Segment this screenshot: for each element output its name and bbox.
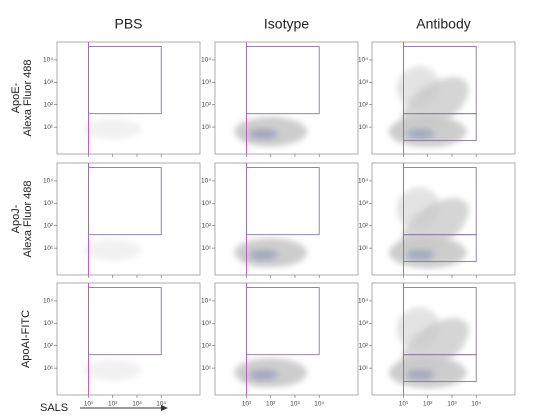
y-tick-label: 10³ <box>202 79 212 86</box>
column-title: Isotype <box>264 16 309 32</box>
column-title: PBS <box>114 16 142 32</box>
gate-low <box>403 354 477 383</box>
y-tick-label: 10³ <box>359 320 369 327</box>
x-tick-label: 10⁴ <box>471 401 481 408</box>
panel: 10¹ 10² 10³ 10⁴ 10¹ 10² 10³ 10⁴ <box>43 282 201 408</box>
panel: 10¹ 10² 10³ 10⁴ <box>43 162 201 278</box>
event-cloud <box>396 66 440 108</box>
y-tick-label: 10¹ <box>202 365 212 372</box>
dense-core <box>249 128 278 139</box>
x-tick-label: 10¹ <box>399 401 409 408</box>
y-tick-label: 10¹ <box>44 245 54 252</box>
y-tick-label: 10² <box>44 222 54 229</box>
x-tick-label: 10³ <box>132 401 142 408</box>
y-tick-label: 10⁴ <box>43 298 53 305</box>
dense-core <box>249 369 278 380</box>
y-tick-label: 10⁴ <box>43 57 53 64</box>
gate <box>246 167 320 236</box>
column-title: Antibody <box>416 16 470 32</box>
y-tick-label: 10³ <box>44 320 54 327</box>
dense-core <box>406 128 435 139</box>
gate-low <box>403 234 477 263</box>
event-cloud <box>83 360 142 381</box>
y-tick-label: 10⁴ <box>358 178 368 185</box>
y-tick-label: 10¹ <box>202 245 212 252</box>
dense-core <box>406 369 435 380</box>
gate <box>246 46 320 115</box>
y-tick-label: 10¹ <box>44 124 54 131</box>
x-axis-label: SALS <box>40 402 68 414</box>
arrow-head <box>161 405 168 411</box>
x-tick-label: 10³ <box>447 401 457 408</box>
y-tick-label: 10¹ <box>359 124 369 131</box>
panel: 10¹ 10² 10³ 10⁴ <box>201 162 359 278</box>
row-label: ApoAI-FITC <box>20 310 32 368</box>
event-cloud <box>83 240 142 261</box>
panel: 10¹ 10² 10³ 10⁴ 10¹ 10² 10³ 10⁴ <box>201 282 359 408</box>
event-cloud <box>401 318 469 374</box>
event-cloud <box>401 198 469 254</box>
event-cloud <box>83 119 142 140</box>
y-tick-label: 10¹ <box>202 124 212 131</box>
x-tick-label: 10¹ <box>242 401 252 408</box>
row-label: Alexa Fluor 488 <box>22 59 34 136</box>
x-tick-label: 10⁴ <box>314 401 324 408</box>
gate <box>88 167 162 236</box>
y-tick-label: 10³ <box>44 79 54 86</box>
x-tick-label: 10³ <box>290 401 300 408</box>
x-tick-label: 10¹ <box>84 401 94 408</box>
y-tick-label: 10² <box>202 101 212 108</box>
y-tick-label: 10⁴ <box>43 178 53 185</box>
panel: 10¹ 10² 10³ 10⁴ 10¹ 10² 10³ 10⁴ <box>358 282 516 408</box>
y-tick-label: 10² <box>202 222 212 229</box>
y-tick-label: 10³ <box>202 320 212 327</box>
y-tick-label: 10⁴ <box>201 57 211 64</box>
row-label: Alexa Fluor 488 <box>22 180 34 257</box>
y-tick-label: 10³ <box>44 200 54 207</box>
gate <box>88 287 162 356</box>
y-tick-label: 10⁴ <box>358 298 368 305</box>
gate <box>246 287 320 356</box>
x-tick-label: 10² <box>266 401 276 408</box>
dense-core <box>406 249 435 260</box>
panel: 10¹ 10² 10³ 10⁴ <box>358 41 516 157</box>
y-tick-label: 10² <box>202 342 212 349</box>
panel: 10¹ 10² 10³ 10⁴ <box>43 41 201 157</box>
row-label: ApoJ- <box>10 204 22 233</box>
y-tick-label: 10² <box>44 101 54 108</box>
gate <box>88 46 162 115</box>
y-tick-label: 10² <box>44 342 54 349</box>
y-tick-label: 10¹ <box>359 245 369 252</box>
y-tick-label: 10⁴ <box>201 298 211 305</box>
y-tick-label: 10⁴ <box>358 57 368 64</box>
x-tick-label: 10⁴ <box>156 401 166 408</box>
dense-core <box>249 249 278 260</box>
x-tick-label: 10² <box>108 401 118 408</box>
y-tick-label: 10² <box>359 222 369 229</box>
event-cloud <box>396 307 440 349</box>
y-tick-label: 10² <box>359 342 369 349</box>
event-cloud <box>396 187 440 229</box>
y-tick-label: 10⁴ <box>201 178 211 185</box>
event-cloud <box>401 77 469 133</box>
x-tick-label: 10² <box>423 401 433 408</box>
gate-low <box>403 113 477 142</box>
y-tick-label: 10¹ <box>44 365 54 372</box>
y-tick-label: 10³ <box>202 200 212 207</box>
panel: 10¹ 10² 10³ 10⁴ <box>358 162 516 278</box>
y-tick-label: 10³ <box>359 200 369 207</box>
row-label: ApoE- <box>10 82 22 113</box>
y-tick-label: 10² <box>359 101 369 108</box>
y-tick-label: 10¹ <box>359 365 369 372</box>
panel: 10¹ 10² 10³ 10⁴ <box>201 41 359 157</box>
y-tick-label: 10³ <box>359 79 369 86</box>
